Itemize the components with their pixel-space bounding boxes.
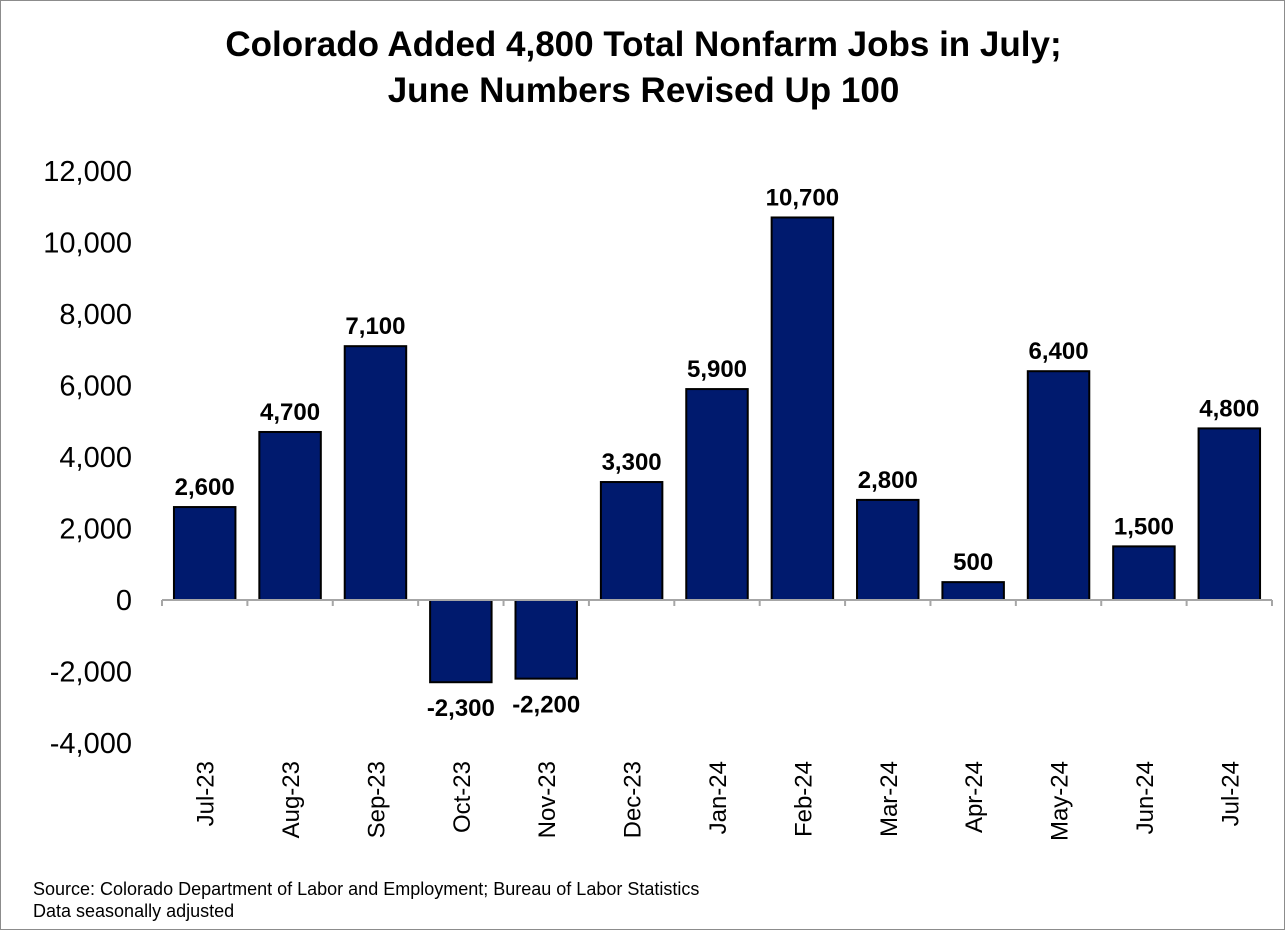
bar bbox=[429, 599, 493, 684]
bar bbox=[1026, 370, 1091, 602]
data-label: 1,500 bbox=[1114, 513, 1174, 540]
x-tick-label: Oct-23 bbox=[449, 761, 476, 833]
x-tick-label: Jul-24 bbox=[1217, 761, 1244, 826]
data-label: -2,300 bbox=[427, 695, 495, 722]
bar bbox=[172, 506, 237, 601]
data-label: 10,700 bbox=[766, 184, 839, 211]
y-axis: 12,000 10,000 8,000 6,000 4,000 2,000 0 -2,000 -… bbox=[43, 156, 132, 760]
y-tick-label: 2,000 bbox=[59, 514, 132, 546]
bar bbox=[514, 599, 578, 680]
data-label: 2,800 bbox=[858, 467, 918, 494]
chart-title: Colorado Added 4,800 Total Nonfarm Jobs … bbox=[0, 22, 1287, 114]
bar bbox=[343, 345, 408, 601]
y-tick-label: 8,000 bbox=[59, 299, 132, 331]
data-label: 5,900 bbox=[687, 356, 747, 383]
x-axis-labels: Jul-23 Aug-23 Sep-23 Oct-23 Nov-23 Dec-23 Jan-… bbox=[193, 761, 1245, 841]
y-tick-label: -2,000 bbox=[50, 657, 132, 689]
y-tick-label: 12,000 bbox=[43, 156, 132, 188]
bar bbox=[1197, 427, 1262, 601]
source-note: Source: Colorado Department of Labor and… bbox=[33, 878, 699, 922]
y-tick-label: -4,000 bbox=[50, 728, 132, 760]
y-tick-label: 4,000 bbox=[59, 442, 132, 474]
chart-title-line-1: Colorado Added 4,800 Total Nonfarm Jobs … bbox=[225, 25, 1062, 64]
zero-axis bbox=[161, 599, 1273, 606]
data-label: 3,300 bbox=[602, 449, 662, 476]
source-line: Source: Colorado Department of Labor and… bbox=[33, 879, 700, 899]
bar bbox=[258, 430, 322, 601]
x-tick-label: Apr-24 bbox=[961, 761, 988, 833]
data-label: -2,200 bbox=[512, 692, 580, 719]
x-tick-label: Jan-24 bbox=[705, 761, 732, 834]
bar bbox=[856, 498, 920, 601]
data-label: 2,600 bbox=[175, 474, 235, 501]
bar bbox=[770, 216, 835, 601]
bar bbox=[685, 388, 749, 602]
data-label: 4,700 bbox=[260, 399, 320, 426]
y-tick-label: 0 bbox=[116, 585, 132, 617]
data-label: 500 bbox=[953, 549, 993, 576]
x-tick-label: May-24 bbox=[1047, 761, 1074, 841]
y-tick-label: 6,000 bbox=[59, 371, 132, 403]
bar bbox=[1112, 545, 1176, 601]
x-tick-label: Mar-24 bbox=[876, 761, 903, 837]
adjustment-note: Data seasonally adjusted bbox=[33, 901, 235, 921]
data-label: 7,100 bbox=[345, 313, 405, 340]
x-tick-label: Feb-24 bbox=[790, 761, 817, 837]
data-labels: 2,600 4,700 7,100 -2,300 -2,200 3,300 5,900 10,… bbox=[175, 184, 1260, 722]
x-tick-label: Jul-23 bbox=[193, 761, 220, 826]
data-label: 4,800 bbox=[1199, 395, 1259, 422]
x-tick-label: Sep-23 bbox=[363, 761, 390, 838]
y-tick-label: 10,000 bbox=[43, 228, 132, 260]
chart-title-line-2: June Numbers Revised Up 100 bbox=[387, 71, 900, 110]
x-tick-label: Jun-24 bbox=[1132, 761, 1159, 834]
bars bbox=[172, 216, 1262, 684]
x-tick-label: Aug-23 bbox=[278, 761, 305, 838]
bar bbox=[599, 481, 664, 601]
x-tick-label: Nov-23 bbox=[534, 761, 561, 838]
data-label: 6,400 bbox=[1029, 338, 1089, 365]
bar bbox=[941, 581, 1005, 601]
x-tick-label: Dec-23 bbox=[620, 761, 647, 838]
